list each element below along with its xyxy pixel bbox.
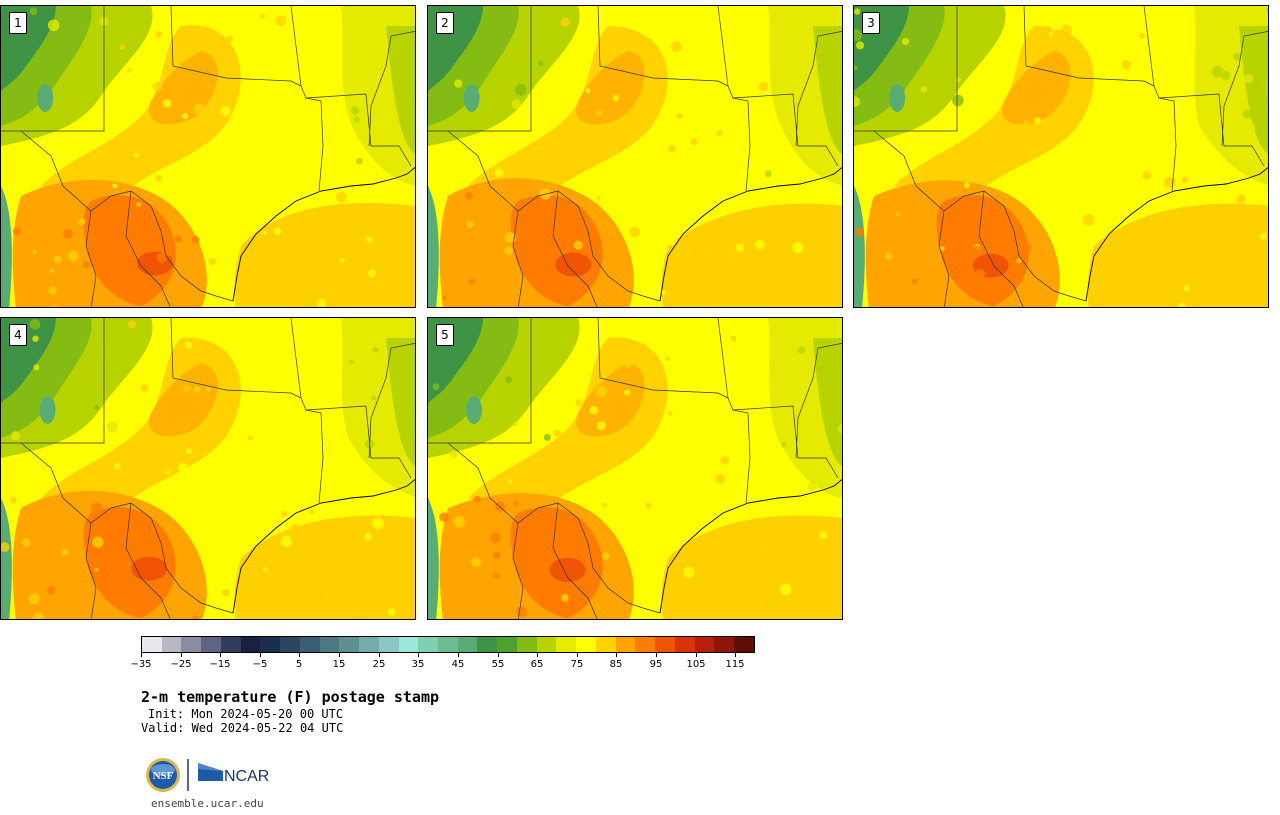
colorbar-tick (696, 653, 697, 657)
colorbar-tick (537, 653, 538, 657)
colorbar-swatch (280, 637, 300, 652)
temperature-map-2 (428, 6, 842, 307)
colorbar-tick-label: −25 (170, 659, 192, 670)
colorbar-tick (458, 653, 459, 657)
colorbar-tick-label: −15 (209, 659, 231, 670)
member-label-3: 3 (862, 12, 880, 34)
colorbar-tick (418, 653, 419, 657)
colorbar-ticks: −35 −25 −15 −5 5 15 25 35 45 55 65 75 85 95 105 115 (130, 653, 755, 673)
colorbar-swatch (734, 637, 754, 652)
init-time: Init: Mon 2024-05-20 00 UTC (148, 707, 344, 721)
colorbar-tick-label: 85 (609, 659, 623, 670)
colorbar-swatch (635, 637, 656, 652)
colorbar-tick (735, 653, 736, 657)
ensemble-member-panel-1: 1 (0, 5, 416, 308)
temperature-map-5 (428, 318, 842, 619)
ensemble-member-panel-5: 5 (427, 317, 843, 620)
colorbar-swatch (181, 637, 202, 652)
colorbar-swatch (260, 637, 281, 652)
logos: NSF NCAR (145, 757, 275, 793)
colorbar-tick (656, 653, 657, 657)
colorbar-swatch (378, 637, 399, 652)
colorbar-tick (141, 653, 142, 657)
ncar-logo-text: NCAR (224, 768, 269, 785)
temperature-map-4 (1, 318, 415, 619)
colorbar-tick-label: −35 (130, 659, 152, 670)
colorbar-swatch (714, 637, 735, 652)
colorbar-tick-label: 25 (372, 659, 386, 670)
nsf-logo-text: NSF (153, 770, 174, 782)
colorbar-tick-label: 65 (530, 659, 544, 670)
ensemble-member-panel-3: 3 (853, 5, 1269, 308)
colorbar-swatch (457, 637, 478, 652)
colorbar-swatch (438, 637, 458, 652)
colorbar-tick-label: −5 (252, 659, 268, 670)
colorbar-swatch (161, 637, 182, 652)
colorbar-swatch (142, 637, 162, 652)
temperature-colorbar (141, 636, 755, 653)
colorbar-tick-label: 5 (295, 659, 303, 670)
member-label-4: 4 (9, 324, 27, 346)
temperature-map-1 (1, 6, 415, 307)
colorbar-tick (220, 653, 221, 657)
colorbar-swatch (576, 637, 596, 652)
colorbar-tick-label: 55 (491, 659, 505, 670)
ensemble-member-panel-2: 2 (427, 5, 843, 308)
colorbar-swatch (516, 637, 537, 652)
colorbar-swatch (595, 637, 616, 652)
colorbar-tick-label: 95 (649, 659, 663, 670)
colorbar-tick-label: 115 (725, 659, 745, 670)
colorbar-swatch (220, 637, 241, 652)
colorbar-swatch (556, 637, 577, 652)
temperature-map-3 (854, 6, 1268, 307)
colorbar-swatch (655, 637, 675, 652)
colorbar-tick-label: 15 (332, 659, 346, 670)
colorbar-tick-label: 35 (411, 659, 425, 670)
member-label-1: 1 (9, 12, 27, 34)
colorbar-swatch (339, 637, 360, 652)
colorbar-tick-label: 105 (686, 659, 706, 670)
colorbar-tick (577, 653, 578, 657)
colorbar-swatch (674, 637, 695, 652)
colorbar-swatch (201, 637, 221, 652)
colorbar-tick (616, 653, 617, 657)
colorbar-swatch (319, 637, 340, 652)
colorbar-swatch (418, 637, 439, 652)
colorbar-swatch (398, 637, 419, 652)
colorbar-swatch (477, 637, 498, 652)
valid-time: Valid: Wed 2024-05-22 04 UTC (141, 721, 344, 735)
ensemble-member-panel-4: 4 (0, 317, 416, 620)
nsf-logo-icon: NSF (146, 758, 180, 792)
colorbar-tick (339, 653, 340, 657)
figure-title: 2-m temperature (F) postage stamp (141, 688, 440, 706)
colorbar-tick (498, 653, 499, 657)
member-label-2: 2 (436, 12, 454, 34)
colorbar-tick (299, 653, 300, 657)
colorbar-tick (260, 653, 261, 657)
colorbar-tick (181, 653, 182, 657)
website-url: ensemble.ucar.edu (151, 797, 264, 810)
colorbar-swatch (359, 637, 379, 652)
colorbar-swatch (536, 637, 557, 652)
member-label-5: 5 (436, 324, 454, 346)
colorbar-swatch (615, 637, 636, 652)
colorbar-tick (379, 653, 380, 657)
colorbar-swatch (240, 637, 261, 652)
colorbar-swatch (497, 637, 517, 652)
colorbar-swatch (299, 637, 320, 652)
ncar-logo-icon: NCAR (198, 763, 269, 785)
colorbar-tick-label: 45 (451, 659, 465, 670)
colorbar-swatch (694, 637, 715, 652)
colorbar-tick-label: 75 (570, 659, 584, 670)
